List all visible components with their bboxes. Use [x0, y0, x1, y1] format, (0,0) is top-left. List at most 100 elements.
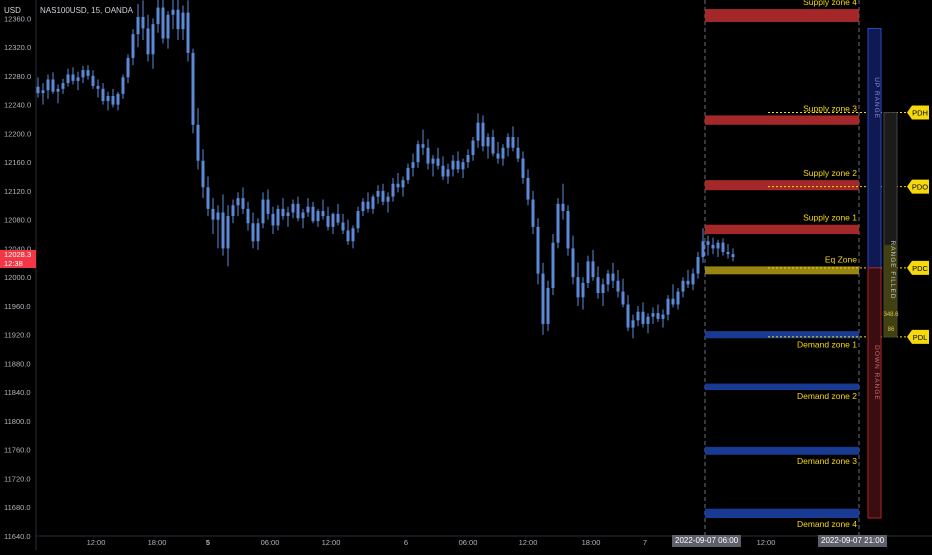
candle-body: [421, 144, 425, 148]
demand-zone-band: [705, 331, 859, 339]
candle-body: [196, 124, 200, 161]
candle-body: [71, 74, 75, 81]
candle-body: [326, 216, 330, 227]
last-price-value: 12028.3: [4, 249, 32, 259]
candle-body: [641, 311, 645, 324]
price-tick: 12280.0: [4, 72, 31, 81]
candle-body: [696, 257, 700, 274]
candle-body: [276, 208, 280, 226]
candle-body: [501, 147, 505, 159]
candle-body: [536, 226, 540, 274]
demand-zone-band: [705, 508, 859, 519]
eq-zone-band: [705, 266, 859, 275]
candle-body: [576, 277, 580, 298]
candle-body: [381, 190, 385, 202]
candle-body: [386, 196, 390, 202]
price-tick: 11760.0: [4, 446, 31, 455]
candle-body: [431, 158, 435, 164]
symbol-title[interactable]: NAS100USD, 15, OANDA: [40, 6, 133, 15]
candle-body: [611, 273, 615, 281]
supply-zone-band: [705, 180, 859, 191]
level-label: PDH: [912, 109, 928, 118]
candle-body: [446, 169, 450, 177]
candle-body: [461, 162, 465, 170]
eq-zone-label: Eq Zone: [825, 254, 857, 264]
candle-body: [626, 304, 630, 328]
time-tick: 12:00: [757, 538, 776, 547]
candle-body: [396, 183, 400, 188]
supply-zone-label: Supply zone 4: [803, 0, 857, 7]
level-tag: [907, 329, 929, 344]
candle-body: [716, 242, 720, 249]
candle-body: [111, 96, 115, 105]
crosshair-date-end: 2022-09-07 21:00: [818, 535, 888, 547]
candle-body: [166, 14, 170, 39]
candle-body: [441, 165, 445, 177]
supply-zone-band: [705, 224, 859, 235]
candle-body: [391, 183, 395, 197]
candle-body: [526, 177, 530, 200]
range-filled-label: RANGE FILLED: [889, 241, 896, 300]
candle-body: [56, 88, 60, 92]
candle-body: [551, 242, 555, 288]
level-tag: [907, 105, 929, 120]
candle-body: [591, 261, 595, 278]
time-tick: 6: [404, 538, 408, 547]
candle-body: [101, 88, 105, 102]
candle-body: [281, 208, 285, 217]
candle-body: [66, 74, 70, 84]
candle-body: [571, 248, 575, 278]
candle-body: [91, 75, 95, 86]
candle-body: [271, 213, 275, 226]
price-tick: 12120.0: [4, 187, 31, 196]
demand-zone-label: Demand zone 3: [797, 456, 857, 466]
candle-body: [416, 144, 420, 163]
candle-body: [506, 137, 510, 148]
candle-body: [701, 241, 705, 258]
candle-body: [226, 216, 230, 249]
candle-body: [401, 180, 405, 188]
candle-body: [531, 199, 535, 227]
candle-body: [631, 320, 635, 328]
candle-body: [126, 57, 130, 78]
candle-body: [286, 212, 290, 217]
candle-body: [646, 316, 650, 324]
candle-body: [731, 254, 735, 258]
level-tag: [907, 260, 929, 275]
candle-body: [181, 12, 185, 30]
candle-body: [586, 261, 590, 283]
bar-countdown: 12:38: [4, 258, 23, 268]
candle-body: [466, 154, 470, 163]
candle-body: [81, 70, 85, 78]
candle-body: [426, 147, 430, 164]
candle-body: [291, 203, 295, 213]
supply-zone-label: Supply zone 2: [803, 168, 857, 178]
candle-body: [121, 77, 125, 94]
candle-body: [46, 79, 50, 91]
time-tick: 06:00: [261, 538, 280, 547]
candle-body: [546, 287, 550, 324]
price-tick: 12240.0: [4, 101, 31, 110]
candle-body: [566, 211, 570, 249]
candle-body: [556, 203, 560, 243]
candle-body: [356, 211, 360, 229]
price-tick: 11920.0: [4, 331, 31, 340]
candle-body: [296, 203, 300, 219]
candle-body: [261, 199, 265, 224]
candle-body: [351, 228, 355, 242]
candle-body: [676, 291, 680, 305]
candle-body: [436, 158, 440, 166]
candle-body: [651, 313, 655, 317]
candle-body: [236, 198, 240, 206]
candle-body: [521, 158, 525, 178]
time-tick: 06:00: [459, 538, 478, 547]
candle-body: [221, 212, 225, 249]
candle-body: [201, 160, 205, 188]
price-tick: 11840.0: [4, 388, 31, 397]
candle-body: [266, 199, 270, 214]
price-tick: 11960.0: [4, 302, 31, 311]
candle-body: [191, 52, 195, 125]
candle-body: [376, 190, 380, 197]
